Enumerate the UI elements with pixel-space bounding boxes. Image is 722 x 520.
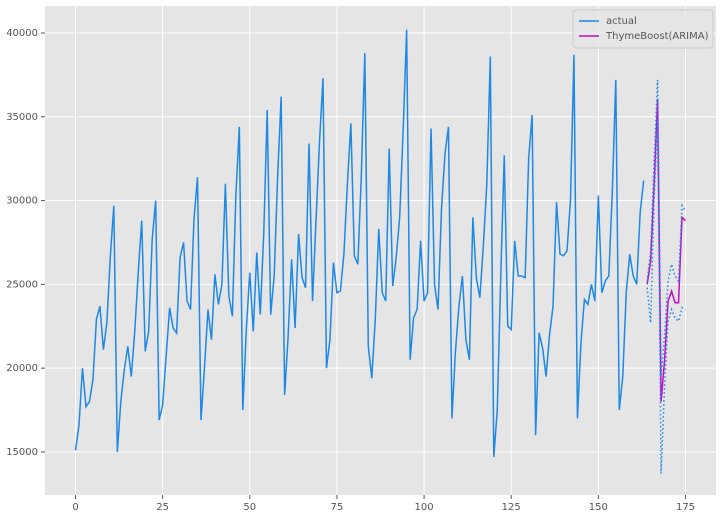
y-tick-label: 30000 (6, 196, 38, 207)
legend-label: ThymeBoost(ARIMA) (605, 31, 709, 42)
x-tick-label: 25 (156, 502, 169, 513)
y-tick-label: 40000 (6, 28, 38, 39)
series-line (74, 29, 645, 458)
y-tick-label: 35000 (6, 112, 38, 123)
y-tick-label: 20000 (6, 363, 38, 374)
series-line (646, 120, 686, 474)
x-tick-label: 175 (676, 502, 695, 513)
series-line (646, 99, 687, 402)
x-tick-label: 150 (589, 502, 608, 513)
y-tick-label: 15000 (6, 447, 38, 458)
x-tick-label: 125 (502, 502, 521, 513)
x-tick-label: 50 (243, 502, 256, 513)
legend-label: actual (606, 16, 637, 27)
x-tick-label: 100 (415, 502, 434, 513)
y-tick-label: 25000 (6, 279, 38, 290)
legend (572, 9, 714, 49)
x-tick-label: 0 (72, 502, 78, 513)
x-tick-label: 75 (331, 502, 344, 513)
